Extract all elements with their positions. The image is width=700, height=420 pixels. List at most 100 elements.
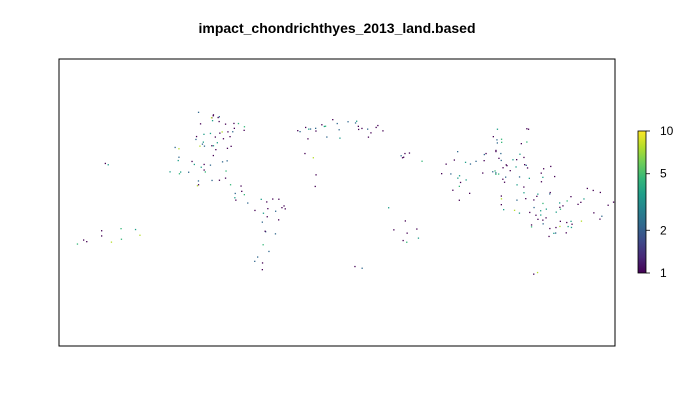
- impact-pixel: [549, 227, 551, 230]
- impact-pixel: [222, 138, 225, 140]
- impact-pixel: [375, 126, 377, 129]
- impact-pixel: [229, 136, 231, 138]
- impact-pixel: [457, 177, 459, 179]
- impact-pixel: [266, 216, 268, 218]
- impact-pixel: [516, 184, 518, 186]
- impact-pixel: [226, 147, 229, 149]
- impact-pixel: [500, 159, 502, 162]
- impact-pixel: [110, 241, 113, 243]
- impact-pixel: [518, 176, 521, 178]
- impact-pixel: [233, 127, 235, 129]
- impact-pixel: [139, 234, 141, 236]
- impact-pixel: [500, 198, 503, 200]
- impact-pixels: [76, 111, 615, 275]
- impact-pixel: [188, 171, 190, 173]
- impact-pixel: [354, 122, 357, 124]
- impact-pixel: [567, 225, 569, 228]
- impact-pixel: [134, 228, 137, 231]
- impact-pixel: [243, 129, 245, 131]
- impact-pixel: [261, 262, 264, 264]
- impact-pixel: [416, 228, 418, 230]
- impact-pixel: [197, 111, 200, 113]
- impact-pixel: [533, 273, 535, 275]
- impact-pixel: [339, 137, 341, 139]
- impact-pixel: [565, 232, 567, 234]
- impact-pixel: [361, 267, 363, 269]
- impact-pixel: [549, 193, 551, 195]
- impact-pixel: [549, 191, 551, 194]
- impact-pixel: [528, 177, 530, 179]
- impact-pixel: [512, 159, 514, 161]
- impact-pixel: [221, 161, 224, 163]
- impact-pixel: [503, 181, 506, 183]
- impact-pixel: [204, 171, 206, 173]
- impact-pixel: [209, 164, 212, 166]
- impact-pixel: [240, 185, 242, 187]
- impact-pixel: [599, 218, 601, 220]
- impact-pixel: [540, 214, 542, 216]
- impact-pixel: [199, 123, 202, 125]
- impact-pixel: [570, 220, 572, 222]
- impact-pixel: [450, 173, 452, 175]
- impact-pixel: [417, 237, 420, 239]
- impact-pixel: [516, 159, 518, 161]
- impact-pixel: [260, 198, 262, 200]
- impact-pixel: [229, 184, 232, 186]
- impact-pixel: [559, 206, 561, 208]
- impact-pixel: [382, 130, 384, 132]
- impact-pixel: [496, 139, 498, 141]
- impact-pixel: [307, 138, 309, 140]
- impact-pixel: [196, 185, 199, 187]
- impact-pixel: [199, 145, 201, 147]
- impact-pixel: [107, 164, 109, 166]
- impact-pixel: [518, 212, 521, 214]
- impact-pixel: [542, 219, 544, 221]
- impact-pixel: [377, 124, 379, 127]
- impact-pixel: [469, 192, 471, 194]
- impact-pixel: [338, 129, 340, 131]
- impact-pixel: [527, 128, 530, 130]
- impact-pixel: [570, 196, 572, 198]
- impact-pixel: [457, 151, 459, 153]
- impact-pixel: [495, 172, 497, 174]
- impact-pixel: [509, 170, 511, 172]
- impact-pixel: [324, 125, 327, 127]
- impact-pixel: [530, 224, 533, 226]
- impact-pixel: [234, 197, 236, 199]
- impact-pixel: [571, 223, 573, 225]
- impact-pixel: [554, 175, 556, 178]
- impact-pixel: [498, 157, 500, 159]
- impact-pixel: [191, 160, 193, 163]
- impact-pixel: [586, 187, 588, 190]
- impact-pixel: [219, 132, 221, 134]
- impact-pixel: [458, 199, 460, 201]
- impact-pixel: [406, 232, 408, 234]
- impact-pixel: [523, 156, 525, 159]
- impact-pixel: [537, 218, 539, 220]
- impact-pixel: [211, 179, 213, 182]
- impact-pixel: [525, 198, 527, 200]
- impact-pixel: [542, 223, 544, 225]
- impact-pixel: [101, 235, 103, 237]
- impact-pixel: [304, 152, 306, 155]
- impact-pixel: [535, 214, 537, 216]
- impact-pixel: [216, 142, 218, 144]
- impact-pixel: [464, 161, 467, 163]
- impact-pixel: [209, 132, 212, 135]
- impact-pixel: [421, 160, 423, 162]
- impact-pixel: [234, 192, 236, 195]
- impact-pixel: [523, 186, 525, 188]
- impact-pixel: [408, 152, 411, 154]
- impact-pixel: [536, 195, 538, 197]
- impact-pixel: [495, 150, 497, 153]
- impact-pixel: [178, 173, 181, 175]
- impact-pixel: [233, 122, 235, 125]
- impact-pixel: [465, 179, 467, 181]
- impact-pixel: [197, 184, 200, 186]
- impact-pixel: [195, 135, 198, 138]
- impact-pixel: [566, 221, 568, 224]
- impact-pixel: [237, 122, 240, 125]
- impact-pixel: [264, 230, 266, 232]
- impact-pixel: [211, 120, 214, 122]
- impact-pixel: [212, 115, 214, 117]
